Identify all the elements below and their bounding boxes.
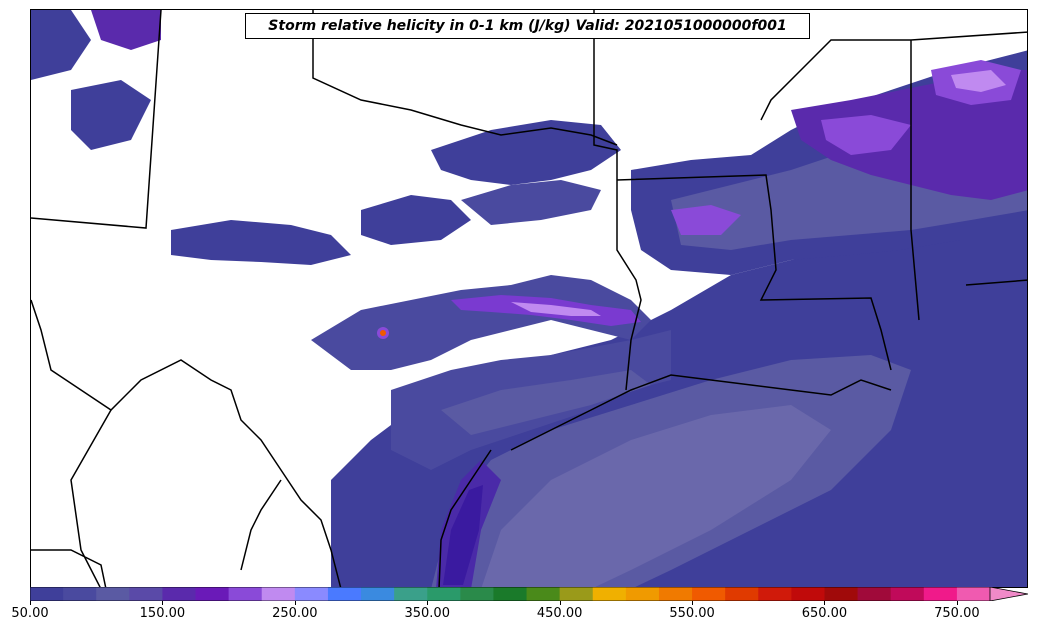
oklahoma-band-2 [461,180,601,225]
colorbar-tick-label: 450.00 [536,606,583,621]
colorbar-tick-label: 350.00 [404,606,450,621]
colorbar-segment [956,587,991,601]
coastal-jet-core [443,485,483,585]
colorbar-segment [327,587,362,601]
colorbar-segment [592,587,627,601]
texas-border [31,299,892,587]
colorbar-segment [824,587,859,601]
colorbar-tick-mark [30,601,31,605]
northwest-blobs [31,10,91,80]
colorbar-segment [427,587,461,601]
colorbar-segment [162,587,197,601]
colorbar-segment [559,587,594,601]
colorbar-tick-label: 50.00 [11,606,49,621]
map-panel [30,9,1028,588]
helicity-map [31,10,1027,587]
colorbar-tick-mark [559,601,561,605]
colorbar-segment [195,587,230,601]
colorbar-segment [923,587,958,601]
colorbar-segment [625,587,660,601]
colorbar [30,587,1028,601]
colorbar-segment [890,587,925,601]
colorbar-segment [96,587,130,601]
colorbar-segment [758,587,792,601]
state-boundaries [31,10,1027,391]
arkansas-light [671,205,741,235]
colorbar-segment [460,587,494,601]
colorbar-segment [63,587,97,601]
colorbar-tick-mark [692,601,694,605]
colorbar-segment [493,587,528,601]
central-texas-light [441,370,651,435]
colorbar-tick-mark [427,601,429,605]
colorbar-tick-label: 250.00 [272,606,318,621]
colorbar-segment [261,587,296,601]
colorbar-segment [692,587,726,601]
colorbar-tick-label: 650.00 [801,606,848,621]
colorbar-segment [394,587,428,601]
mexico-border [31,409,282,587]
oklahoma-band [431,120,621,185]
north-texas-blobs-2 [361,195,471,245]
colorbar-tick-label: 550.00 [669,606,715,621]
colorbar-tick-mark [162,601,164,605]
colorbar-segment [857,587,892,601]
storm-cell-core [380,330,386,336]
alabama-lighter [951,70,1006,92]
colorbar-extend-arrow [989,587,1028,601]
colorbar-segment [791,587,825,601]
colorbar-tick-mark [824,601,826,605]
colorbar-tick-mark [956,601,958,605]
northwest-blobs-2 [91,10,161,50]
colorbar-segment [30,587,64,601]
map-title: Storm relative helicity in 0-1 km (J/kg)… [245,13,810,39]
gulf-core-field [481,405,831,587]
mississippi-light [821,115,911,155]
north-texas-blobs [171,220,351,265]
colorbar-tick-label: 150.00 [139,606,186,621]
colorbar-tick-mark [294,601,296,605]
texas-band [311,275,651,370]
colorbar-segment [228,587,263,601]
colorbar-segment [526,587,561,601]
northwest-blobs-3 [71,80,151,150]
colorbar-segment [361,587,395,601]
colorbar-segment [658,587,693,601]
colorbar-tick-label: 750.00 [934,606,980,621]
colorbar-segment [129,587,163,601]
texas-band-light [511,302,601,316]
colorbar-segment [294,587,329,601]
colorbar-segment [725,587,759,601]
